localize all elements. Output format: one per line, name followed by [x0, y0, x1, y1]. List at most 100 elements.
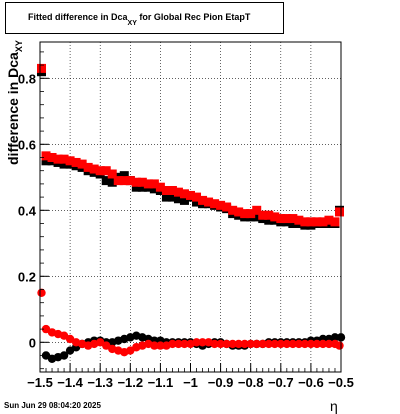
data-point-circle [312, 339, 322, 349]
axis-ticks [39, 51, 342, 372]
y-tick-label: 0.8 [18, 71, 36, 86]
data-point-square [294, 215, 304, 225]
data-point-square [143, 179, 153, 189]
x-tick-label: −1.5 [27, 375, 53, 390]
data-point-circle [198, 338, 207, 347]
data-point-square [264, 215, 274, 225]
data-point-square [334, 207, 344, 217]
data-point-square [131, 177, 141, 187]
data-point-square [192, 192, 202, 202]
x-tick-label: −0.6 [298, 375, 324, 390]
data-point-circle [37, 288, 46, 297]
data-point-square [101, 166, 111, 176]
data-point-circle [318, 339, 328, 349]
x-tick-label: −0.8 [238, 375, 264, 390]
data-point-square [161, 186, 171, 195]
data-point-square [282, 214, 292, 224]
data-point-circle [246, 339, 255, 349]
data-point-square [240, 209, 250, 219]
data-point-square [167, 186, 177, 195]
data-point-circle [150, 341, 159, 350]
data-point-circle [330, 333, 340, 342]
data-point-square [53, 154, 63, 164]
data-point-square [83, 162, 93, 172]
datestamp: Sun Jun 29 08:04:20 2025 [4, 401, 101, 410]
data-point-square [270, 212, 280, 222]
data-point-circle [276, 339, 285, 349]
data-point-circle [174, 339, 183, 349]
data-point-square [216, 200, 226, 210]
x-tick-label: −1 [183, 375, 198, 390]
data-point-square [95, 166, 105, 176]
data-point-circle [222, 339, 231, 349]
data-point-square [119, 171, 129, 181]
data-point-square [119, 176, 129, 186]
data-point-circle [306, 339, 316, 349]
data-point-square [318, 217, 328, 227]
x-tick-label: −0.5 [328, 375, 354, 390]
data-point-circle [234, 339, 243, 349]
y-tick-label: 0.6 [18, 137, 36, 152]
data-point-square [113, 176, 123, 186]
data-point-circle [228, 339, 237, 349]
x-tick-label: −1.2 [117, 375, 143, 390]
data-point-square [77, 159, 87, 169]
data-point-circle [240, 339, 249, 349]
data-point-square [173, 187, 183, 197]
data-point-square [324, 215, 334, 225]
data-point-square [149, 184, 159, 194]
data-point-circle [270, 339, 279, 349]
data-point-square [288, 219, 298, 228]
x-tick-label: −0.9 [208, 375, 234, 390]
y-tick-label: 0.2 [18, 269, 36, 284]
data-point-circle [180, 339, 189, 349]
data-point-square [264, 210, 274, 220]
grid [39, 42, 342, 372]
data-point-square [179, 195, 189, 205]
data-point-square [252, 212, 262, 222]
data-point-circle [282, 339, 292, 349]
title-box: Fitted difference in DcaXY for Global Re… [5, 2, 284, 34]
x-tick-label: −1.4 [57, 375, 83, 390]
data-point-circle [258, 339, 267, 349]
data-point-square [276, 214, 286, 224]
data-markers [37, 63, 346, 363]
data-point-circle [168, 339, 177, 349]
data-point-circle [192, 338, 201, 347]
data-point-square [228, 205, 238, 215]
data-point-circle [252, 339, 261, 349]
data-point-square [125, 176, 135, 186]
data-point-square [179, 189, 189, 199]
data-point-square [59, 159, 69, 169]
data-point-square [41, 151, 51, 161]
data-point-circle [59, 351, 69, 360]
data-point-square [306, 217, 316, 227]
x-tick-label: −1.1 [148, 375, 174, 390]
data-point-square [192, 197, 202, 207]
data-point-square [222, 202, 232, 212]
data-point-square [288, 214, 298, 224]
data-point-circle [335, 341, 344, 350]
data-point-square [234, 207, 244, 217]
data-point-square [258, 210, 268, 220]
data-point-square [173, 194, 183, 204]
data-point-circle [300, 339, 310, 349]
data-point-square [300, 217, 310, 227]
data-point-square [137, 177, 147, 187]
data-point-square [149, 179, 159, 189]
data-point-circle [288, 339, 298, 349]
data-point-square [101, 176, 111, 186]
data-point-square [155, 182, 165, 192]
x-tick-label: −0.7 [268, 375, 294, 390]
data-point-circle [156, 341, 165, 350]
data-point-square [210, 199, 220, 209]
chart-title: Fitted difference in DcaXY for Global Re… [28, 12, 251, 27]
data-point-square [107, 169, 117, 179]
x-axis-label: η [330, 398, 338, 414]
data-point-square [198, 195, 208, 205]
data-point-square [137, 182, 147, 192]
data-point-square [71, 157, 81, 167]
data-point-circle [294, 339, 304, 349]
data-point-square [47, 153, 57, 162]
